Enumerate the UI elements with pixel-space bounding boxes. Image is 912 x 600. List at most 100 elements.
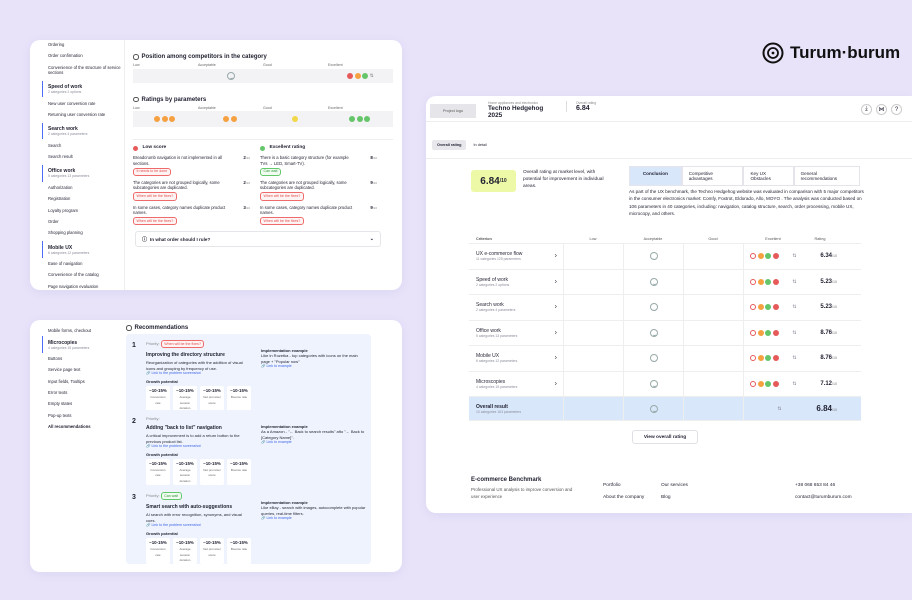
priority-chip: When will be the fixes?	[133, 192, 177, 201]
sidebar-group[interactable]: Speed of work 2 categories 2 options	[42, 80, 124, 98]
issue-score: 3/10	[243, 204, 250, 210]
sidebar-group[interactable]: Search work 2 categories 4 parameters	[42, 123, 124, 140]
sidebar-item[interactable]: Ease of navigation	[42, 258, 124, 269]
report-tab[interactable]: Key UX Obstacles	[743, 166, 794, 186]
criteria-row[interactable]: UX e-commerce flow 11 categories 125 para…	[469, 244, 861, 270]
criteria-row[interactable]: Office work 5 categories 13 parameters › ⇅ 8…	[469, 320, 861, 346]
criteria-row[interactable]: Mobile UX 6 categories 12 parameters › ⇅ 8.7…	[469, 346, 861, 372]
chevron-right-icon: ›	[554, 380, 557, 388]
footer-link-about[interactable]: About the company	[603, 494, 645, 500]
recommendation-desc: AI search with error recognition, synony…	[146, 512, 242, 523]
footer-link-blog[interactable]: Blog	[661, 494, 671, 500]
chevron-right-icon: ›	[554, 303, 557, 311]
footer-phone[interactable]: +38 068 653 84 46	[795, 483, 836, 488]
competitor-dot	[765, 278, 772, 285]
metric: ~10-15% Conversion rate	[146, 386, 170, 413]
sidebar-item-label: Ordering	[48, 42, 65, 47]
report-tab[interactable]: General recommendations	[793, 166, 860, 186]
share-icon[interactable]: ⋈	[876, 104, 887, 115]
sidebar-nav: Ordering Order confirmation Convenience of…	[30, 40, 125, 290]
footer-link-portfolio[interactable]: Portfolio	[603, 483, 621, 488]
sidebar-item[interactable]: Shopping planning	[42, 227, 124, 238]
sidebar-item[interactable]: All recommendations	[42, 421, 127, 432]
parameters-card: Ordering Order confirmation Convenience of…	[30, 40, 402, 290]
sidebar-item[interactable]: Service page text	[42, 364, 127, 375]
sidebar-item-label: Convenience of the catalog	[48, 272, 99, 278]
sidebar-item-label: New user conversion rate	[48, 100, 96, 106]
sidebar-item[interactable]: Mobile forms, checkout	[42, 325, 127, 336]
sidebar-item[interactable]: Returning user conversion rate	[42, 109, 124, 120]
sidebar-item[interactable]: Input fields, Tooltips	[42, 376, 127, 387]
example-link[interactable]: 🔗 Link to example	[261, 516, 292, 521]
sidebar-item[interactable]: Registration	[42, 193, 124, 204]
sidebar-item[interactable]: New user conversion rate	[42, 97, 124, 108]
issue-item: In some cases, category names duplicate …	[260, 205, 377, 226]
example-link[interactable]: 🔗 Link to example	[261, 440, 292, 445]
sidebar-item[interactable]: Search	[42, 139, 124, 150]
sidebar-item[interactable]: Buttons	[42, 353, 127, 364]
sidebar-item[interactable]: Loyalty program	[42, 204, 124, 215]
footer-email[interactable]: contact@turumburum.com	[795, 494, 852, 500]
report-tab[interactable]: Conclusion	[629, 166, 682, 186]
criteria-row[interactable]: Microscopies 4 categories 15 parameters › ⇅…	[469, 371, 861, 397]
sidebar-group[interactable]: Microcopies 4 categories 15 parameters	[42, 336, 127, 353]
criteria-name: UX e-commerce flow	[476, 251, 523, 258]
score-description: Overall rating at market level, with pot…	[523, 170, 604, 189]
sidebar-item[interactable]: Search result	[42, 151, 124, 162]
report-tab[interactable]: Competitive advantages	[681, 166, 744, 186]
link-icon: 🔗	[146, 443, 152, 448]
footer-link-services[interactable]: Our services	[661, 483, 688, 488]
sidebar-item-label: Authorization	[48, 184, 73, 190]
criteria-row[interactable]: Overall result 10 categories 163 paramete…	[469, 397, 861, 421]
problem-screenshot-link[interactable]: 🔗 Link to the problem screenshot	[146, 370, 201, 375]
sidebar-item[interactable]: Order	[42, 216, 124, 227]
criteria-score: 7.12/10	[820, 380, 837, 387]
sidebar-item[interactable]: Order confirmation	[42, 50, 124, 61]
criteria-count: 6 categories 12 parameters	[476, 359, 518, 364]
criteria-count: 4 categories 15 parameters	[476, 384, 518, 389]
project-name: Techno Hedgehog 2025	[488, 105, 544, 120]
sidebar-group[interactable]: Mobile UX 6 categories 12 parameters	[42, 241, 124, 258]
download-icon[interactable]: ⤓	[861, 104, 872, 115]
criteria-row[interactable]: Speed of work 2 categories 2 options › ⇅ 5.2…	[469, 269, 861, 295]
competitor-dot	[750, 253, 757, 260]
metric: ~10-15% Net promoter score	[200, 386, 224, 413]
criteria-row[interactable]: Search work 2 categories 4 parameters › ⇅ 5.…	[469, 295, 861, 321]
priority-chip: When will be the fixes?	[133, 216, 177, 226]
sidebar-group[interactable]: Office work 5 categories 13 parameters	[42, 165, 124, 182]
criteria-name: Microscopies	[476, 378, 506, 385]
issue-score: 8/10	[370, 155, 377, 161]
sidebar-item-label: All recommendations	[48, 424, 91, 430]
sidebar-item[interactable]: Pop-up texts	[42, 410, 127, 421]
sidebar-item[interactable]: Ordering	[42, 40, 124, 50]
sidebar-item[interactable]: Convenience of the structure of service …	[42, 62, 124, 78]
sidebar-item[interactable]: Convenience of the catalog	[42, 269, 124, 280]
tab-in-detail[interactable]: In detail	[473, 143, 487, 147]
sidebar-item[interactable]: Page navigation evaluation	[42, 281, 124, 290]
link-icon: 🔗	[146, 522, 152, 527]
help-icon[interactable]: ?	[891, 104, 902, 115]
faq-accordion[interactable]: ⓘ In what order should I rule? ⌄	[135, 231, 381, 248]
competitor-dot	[757, 329, 764, 336]
sidebar-item[interactable]: Empty states	[42, 398, 127, 409]
problem-screenshot-link[interactable]: 🔗 Link to the problem screenshot	[146, 522, 201, 527]
competitor-dot	[772, 253, 779, 260]
logo-icon	[762, 42, 784, 64]
tab-overall-rating[interactable]: Overall rating	[432, 140, 467, 150]
sidebar-item[interactable]: Authorization	[42, 182, 124, 193]
criteria-name: Overall result	[476, 403, 508, 410]
own-position-icon	[649, 379, 658, 388]
issue-item: The categories are not grouped logically…	[260, 180, 377, 201]
view-overall-rating-button[interactable]: View overall rating	[632, 430, 698, 444]
issue-text: The categories are not grouped logically…	[260, 179, 347, 191]
conclusion-text: As part of the UX benchmark, the Techno …	[629, 189, 864, 217]
sidebar-item[interactable]: Error texts	[42, 387, 127, 398]
problem-screenshot-link[interactable]: 🔗 Link to the problem screenshot	[146, 443, 201, 448]
sidebar-item-label: Mobile forms, checkout	[48, 328, 92, 334]
brand-logo[interactable]: Turum·burum	[762, 42, 900, 64]
competitor-dot	[757, 355, 764, 362]
example-link[interactable]: 🔗 Link to example	[261, 364, 292, 369]
project-category: Home appliances and electronics	[488, 101, 538, 105]
issue-text: In some cases, category names duplicate …	[260, 204, 353, 216]
recommendation-number: 3	[132, 494, 136, 501]
